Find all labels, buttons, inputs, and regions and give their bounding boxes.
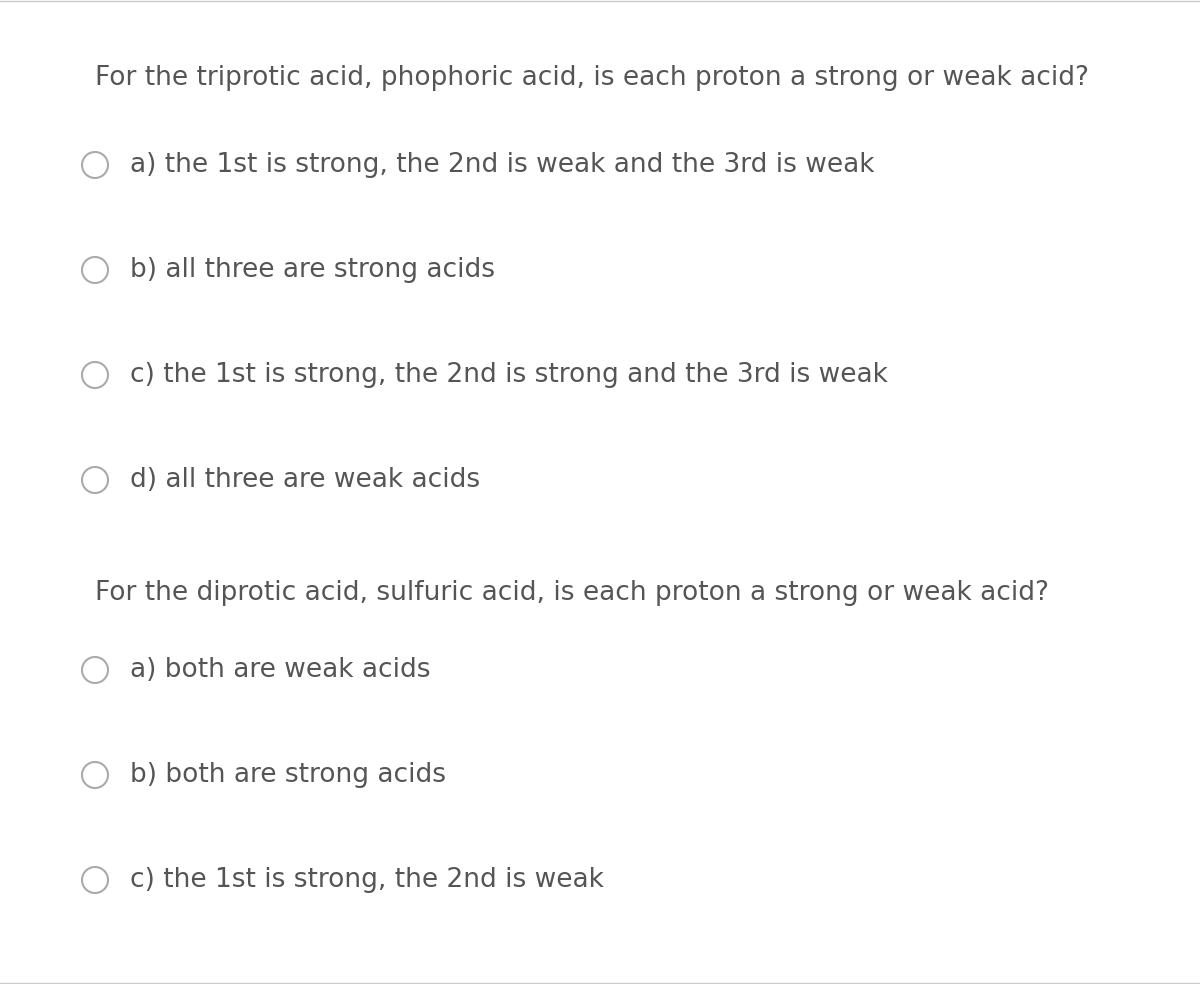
Circle shape	[82, 362, 108, 388]
Circle shape	[82, 467, 108, 493]
Circle shape	[82, 867, 108, 893]
Circle shape	[82, 657, 108, 683]
Text: c) the 1st is strong, the 2nd is weak: c) the 1st is strong, the 2nd is weak	[130, 867, 604, 893]
Text: For the diprotic acid, sulfuric acid, is each proton a strong or weak acid?: For the diprotic acid, sulfuric acid, is…	[95, 580, 1049, 606]
Text: b) both are strong acids: b) both are strong acids	[130, 762, 446, 788]
Text: d) all three are weak acids: d) all three are weak acids	[130, 467, 480, 493]
Text: a) the 1st is strong, the 2nd is weak and the 3rd is weak: a) the 1st is strong, the 2nd is weak an…	[130, 152, 875, 178]
Text: b) all three are strong acids: b) all three are strong acids	[130, 257, 496, 283]
Circle shape	[82, 152, 108, 178]
Circle shape	[82, 762, 108, 788]
Text: c) the 1st is strong, the 2nd is strong and the 3rd is weak: c) the 1st is strong, the 2nd is strong …	[130, 362, 888, 388]
Text: For the triprotic acid, phophoric acid, is each proton a strong or weak acid?: For the triprotic acid, phophoric acid, …	[95, 65, 1090, 91]
Text: a) both are weak acids: a) both are weak acids	[130, 657, 431, 683]
Circle shape	[82, 257, 108, 283]
